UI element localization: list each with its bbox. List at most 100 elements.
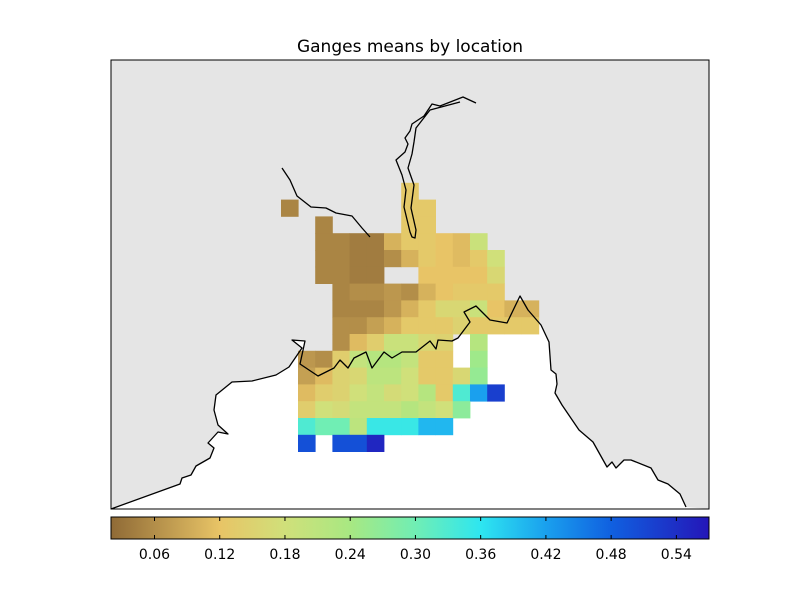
heatmap-cell (435, 334, 454, 352)
heatmap-cell (366, 233, 385, 251)
heatmap-cell (401, 350, 419, 368)
heatmap-cell (487, 384, 505, 402)
heatmap-cell (435, 401, 454, 419)
colorbar-tick-label: 0.48 (596, 547, 627, 563)
heatmap-cell (435, 350, 454, 368)
heatmap-cell (384, 367, 402, 385)
coastline-river-east (395, 96, 477, 239)
heatmap-cell (384, 233, 402, 251)
heatmap-cell (315, 418, 333, 436)
heatmap-cell (435, 266, 454, 284)
heatmap-cell (521, 317, 540, 335)
heatmap-cell (435, 317, 454, 335)
heatmap-cell (298, 384, 316, 402)
heatmap-cell (298, 434, 316, 452)
heatmap-cell (349, 233, 368, 251)
heatmap-cell (401, 300, 419, 318)
colorbar-tick-label: 0.06 (139, 547, 170, 563)
heatmap-cell (435, 233, 454, 251)
heatmap-cell (298, 367, 316, 385)
heatmap-cell (470, 334, 488, 352)
heatmap-cell (418, 317, 436, 335)
heatmap-cell (418, 266, 436, 284)
heatmap-cell (470, 317, 488, 335)
heatmap-cell (452, 250, 471, 268)
heatmap-cell (401, 418, 419, 436)
heatmap-cell (452, 283, 471, 301)
colorbar-tick-label: 0.30 (400, 547, 431, 563)
colorbar-tick-label: 0.54 (661, 547, 692, 563)
heatmap-cell (418, 283, 436, 301)
heatmap-cell (366, 317, 385, 335)
heatmap-cell (435, 367, 454, 385)
heatmap-cell (332, 266, 350, 284)
heatmap-cell (418, 250, 436, 268)
heatmap-cell (418, 367, 436, 385)
heatmap-cell (366, 250, 385, 268)
heatmap-cell (315, 266, 333, 284)
heatmap-cell (366, 384, 385, 402)
heatmap-cell (298, 418, 316, 436)
heatmap-cell (315, 233, 333, 251)
heatmap-cell (452, 384, 471, 402)
heatmap-cell (435, 418, 454, 436)
heatmap-cell (384, 283, 402, 301)
heatmap-cell (366, 418, 385, 436)
coastline-shore (110, 295, 687, 510)
colorbar-tick-label: 0.18 (269, 547, 300, 563)
colorbar-tick-label: 0.12 (204, 547, 235, 563)
heatmap-cell (332, 334, 350, 352)
coastline-river-west (281, 167, 371, 238)
heatmap-cell (401, 182, 419, 200)
coastline (110, 96, 687, 510)
heatmap-cell (487, 300, 505, 318)
heatmap-cell (487, 266, 505, 284)
heatmap-cell (366, 401, 385, 419)
heatmap-cell (504, 317, 522, 335)
heatmap-cell (366, 434, 385, 452)
heatmap-cell (435, 384, 454, 402)
heatmap-cell (315, 367, 333, 385)
colorbar-tick-label: 0.24 (335, 547, 366, 563)
heatmap-cell (349, 401, 368, 419)
heatmap-cell (418, 216, 436, 234)
heatmap-cell (470, 283, 488, 301)
heatmap-cell (366, 350, 385, 368)
colorbar-tick-label: 0.42 (530, 547, 561, 563)
heatmap-cell (315, 250, 333, 268)
heatmap-cell (401, 317, 419, 335)
heatmap-cell (384, 300, 402, 318)
heatmap-cell (332, 233, 350, 251)
heatmap-cell (349, 367, 368, 385)
heatmap-cell (452, 401, 471, 419)
heatmap-cell (332, 418, 350, 436)
heatmap-cell (401, 384, 419, 402)
heatmap-cell (315, 401, 333, 419)
heatmap-cell (315, 384, 333, 402)
heatmap-cell (401, 233, 419, 251)
heatmap-cell (384, 317, 402, 335)
heatmap-cells (281, 182, 540, 452)
heatmap-cell (452, 266, 471, 284)
heatmap-cell (418, 418, 436, 436)
heatmap-cell (435, 300, 454, 318)
heatmap-cell (470, 266, 488, 284)
heatmap-cell (470, 350, 488, 368)
map-frame (110, 59, 710, 510)
heatmap-cell (401, 283, 419, 301)
heatmap-cell (349, 350, 368, 368)
heatmap-cell (349, 317, 368, 335)
heatmap-cell (315, 350, 333, 368)
heatmap-cell (349, 384, 368, 402)
heatmap-cell (332, 367, 350, 385)
heatmap-cell (349, 283, 368, 301)
heatmap-cell (521, 300, 540, 318)
colorbar: 0.06 0.12 0.18 0.24 0.30 0.36 0.42 0.48 0.54 (110, 516, 710, 563)
colorbar-ticks: 0.06 0.12 0.18 0.24 0.30 0.36 0.42 0.48 0.54 (139, 517, 692, 563)
chart-title: Ganges means by location (297, 37, 523, 57)
heatmap-cell (332, 350, 350, 368)
heatmap-cell (384, 334, 402, 352)
heatmap-cell (487, 250, 505, 268)
heatmap-cell (418, 300, 436, 318)
